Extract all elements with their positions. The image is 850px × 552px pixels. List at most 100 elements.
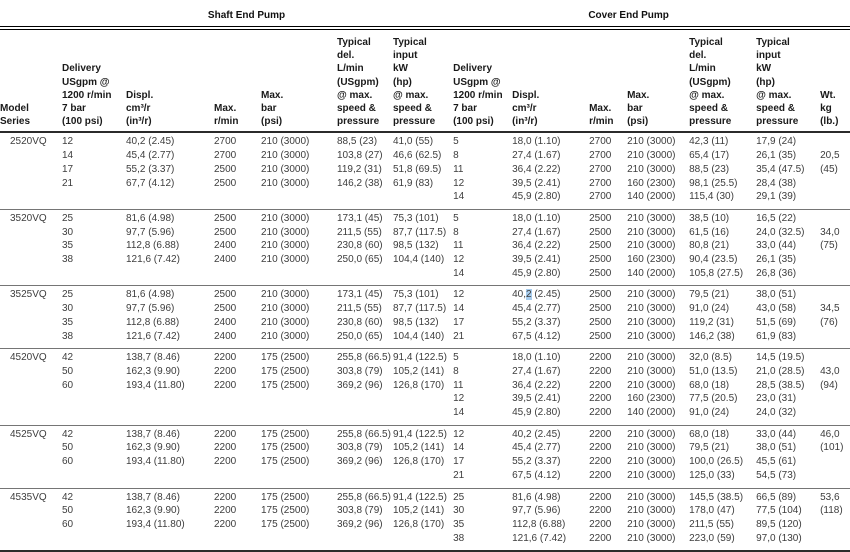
column-header-row: Model Series Delivery USgpm @ 1200 r/min… <box>0 28 850 134</box>
cell-shaft-displ: 97,7 (5.96) <box>126 303 175 315</box>
cell-cover-delivery: 12 <box>453 428 465 440</box>
table-row: 3525VQ 25 81,6 (4.98) 2500 210 (3000) 173,1 (… <box>0 286 850 302</box>
cell-cover-max-bar: 210 (3000) <box>627 352 676 364</box>
cell-model-series <box>0 469 62 488</box>
cell-shaft-max-bar: 175 (2500) <box>261 352 310 364</box>
cell-cover-max-bar: 160 (2300) <box>627 254 676 266</box>
cell-shaft-max-rpm: 2200 <box>214 352 237 364</box>
cell-cover-delivery: 35 <box>453 519 465 530</box>
cell-cover-typ-del: 100,0 (26.5) <box>689 456 744 468</box>
cell-cover-typ-del: 68,0 (18) <box>689 428 730 440</box>
cell-shaft-displ <box>126 469 214 488</box>
cell-cover-typ-del: 119,2 (31) <box>689 316 734 328</box>
cell-shaft-displ <box>126 392 214 406</box>
cell-shaft-delivery: 42 <box>62 491 74 503</box>
table-row: 30 97,7 (5.96) 2500 210 (3000) 211,5 (55) 87,… <box>0 302 850 316</box>
cell-weight: 20,5 <box>820 150 840 162</box>
cell-shaft-displ: 138,7 (8.46) <box>126 352 180 364</box>
cell-cover-max-bar: 210 (3000) <box>627 379 676 391</box>
cell-cover-typ-input: 38,0 (51) <box>756 442 797 454</box>
cell-cover-typ-input: 45,5 (61) <box>756 456 797 468</box>
cell-shaft-typ-del: 173,1 (45) <box>337 289 383 301</box>
cell-shaft-displ <box>126 267 214 286</box>
cell-model-series: 2520VQ <box>10 136 47 148</box>
cell-cover-delivery: 30 <box>453 505 465 517</box>
cell-cover-delivery: 25 <box>453 491 465 503</box>
cell-cover-delivery: 17 <box>453 316 465 328</box>
cell-cover-delivery: 14 <box>453 442 465 454</box>
cell-cover-typ-del: 79,5 (21) <box>689 289 730 301</box>
cell-cover-typ-del: 98,1 (25.5) <box>689 177 738 189</box>
cell-shaft-displ: 55,2 (3.37) <box>126 163 175 175</box>
cell-shaft-typ-input: 105,2 (141) <box>393 505 445 517</box>
cell-cover-typ-del: 79,5 (21) <box>689 442 730 454</box>
cell-cover-displ: 55,2 (3.37) <box>512 316 561 328</box>
cell-cover-max-rpm: 2700 <box>589 177 612 189</box>
model-block-4525VQ: 4525VQ 42 138,7 (8.46) 2200 175 (2500) 255,8 … <box>0 425 850 489</box>
cell-cover-max-bar: 210 (3000) <box>627 365 676 377</box>
cell-shaft-typ-del: 230,8 (60) <box>337 316 383 328</box>
cell-model-series <box>0 455 62 469</box>
cell-shaft-max-rpm: 2200 <box>214 519 237 530</box>
cell-cover-typ-del: 211,5 (55) <box>689 519 734 530</box>
cell-shaft-displ: 138,7 (8.46) <box>126 428 180 440</box>
cell-shaft-delivery: 50 <box>62 505 74 517</box>
cell-cover-max-bar: 210 (3000) <box>627 136 676 148</box>
cell-cover-displ: 40,2 (2.45) <box>512 428 561 440</box>
cell-cover-typ-input: 51,5 (69) <box>756 316 797 328</box>
cell-cover-max-rpm: 2200 <box>589 519 612 530</box>
cell-cover-max-rpm: 2500 <box>589 303 612 315</box>
cell-shaft-max-bar <box>261 532 337 552</box>
col-header-shaft-typical-input: Typical input kW (hp) @ max. speed & pre… <box>393 28 454 134</box>
cell-cover-displ: 40,2 (2.45) <box>512 286 589 302</box>
cell-cover-typ-del: 61,5 (16) <box>689 226 730 238</box>
cell-weight: (101) <box>820 442 844 454</box>
cell-cover-typ-input: 26,8 (36) <box>756 267 797 279</box>
cell-model-series <box>0 253 62 267</box>
cell-shaft-displ: 162,3 (9.90) <box>126 365 180 377</box>
cell-shaft-delivery: 42 <box>62 428 74 440</box>
cell-model-series <box>0 365 62 379</box>
cell-cover-displ: 36,4 (2.22) <box>512 240 561 252</box>
cell-cover-typ-input: 38,0 (51) <box>756 289 797 301</box>
cell-shaft-max-bar: 210 (3000) <box>261 226 310 238</box>
cell-shaft-max-bar: 175 (2500) <box>261 505 310 517</box>
cell-cover-displ: 45,9 (2.80) <box>512 407 561 419</box>
cell-shaft-typ-input: 75,3 (101) <box>393 212 439 224</box>
cell-cover-max-rpm: 2200 <box>589 456 612 468</box>
cell-shaft-delivery: 50 <box>62 442 74 454</box>
table-row: 21 67,7 (4.12) 2500 210 (3000) 146,2 (38) 61,… <box>0 177 850 191</box>
cell-cover-displ: 36,4 (2.22) <box>512 379 561 391</box>
table-row: 38 121,6 (7.42) 2200 210 (3000) 223,0 (59) 97… <box>0 532 850 552</box>
cell-cover-max-bar: 210 (3000) <box>627 163 676 175</box>
cell-weight <box>820 132 850 149</box>
cell-weight: (75) <box>820 240 838 252</box>
cell-cover-displ: 27,4 (1.67) <box>512 365 561 377</box>
cell-cover-displ: 112,8 (6.88) <box>512 519 566 530</box>
cell-shaft-displ: 121,6 (7.42) <box>126 330 180 342</box>
cell-shaft-typ-del: 250,0 (65) <box>337 254 383 266</box>
cell-shaft-delivery: 25 <box>62 212 74 224</box>
cell-cover-displ: 81,6 (4.98) <box>512 491 561 503</box>
cell-shaft-displ: 193,4 (11.80) <box>126 519 185 530</box>
cell-shaft-max-bar: 210 (3000) <box>261 150 310 162</box>
cell-cover-typ-input: 43,0 (58) <box>756 303 797 315</box>
cell-cover-typ-input: 29,1 (39) <box>756 191 797 203</box>
cell-cover-max-rpm: 2500 <box>589 212 612 224</box>
cell-cover-delivery: 11 <box>453 379 464 391</box>
table-row: 50 162,3 (9.90) 2200 175 (2500) 303,8 (79) 10… <box>0 504 850 518</box>
cell-shaft-typ-input: 75,3 (101) <box>393 289 439 301</box>
cell-shaft-max-rpm <box>214 469 261 488</box>
cell-model-series <box>0 379 62 393</box>
col-header-model-series: Model Series <box>0 28 62 134</box>
cell-shaft-displ: 162,3 (9.90) <box>126 505 180 517</box>
cell-shaft-delivery: 42 <box>62 352 74 364</box>
cell-shaft-typ-del: 211,5 (55) <box>337 303 382 315</box>
table-row: 2520VQ 12 40,2 (2.45) 2700 210 (3000) 88,5 (2… <box>0 132 850 149</box>
cell-shaft-typ-input: 126,8 (170) <box>393 519 445 530</box>
cell-model-series <box>0 226 62 240</box>
cell-shaft-typ-del: 303,8 (79) <box>337 442 383 454</box>
cell-cover-typ-input: 23,0 (31) <box>756 393 797 405</box>
cell-cover-delivery: 12 <box>453 289 465 301</box>
